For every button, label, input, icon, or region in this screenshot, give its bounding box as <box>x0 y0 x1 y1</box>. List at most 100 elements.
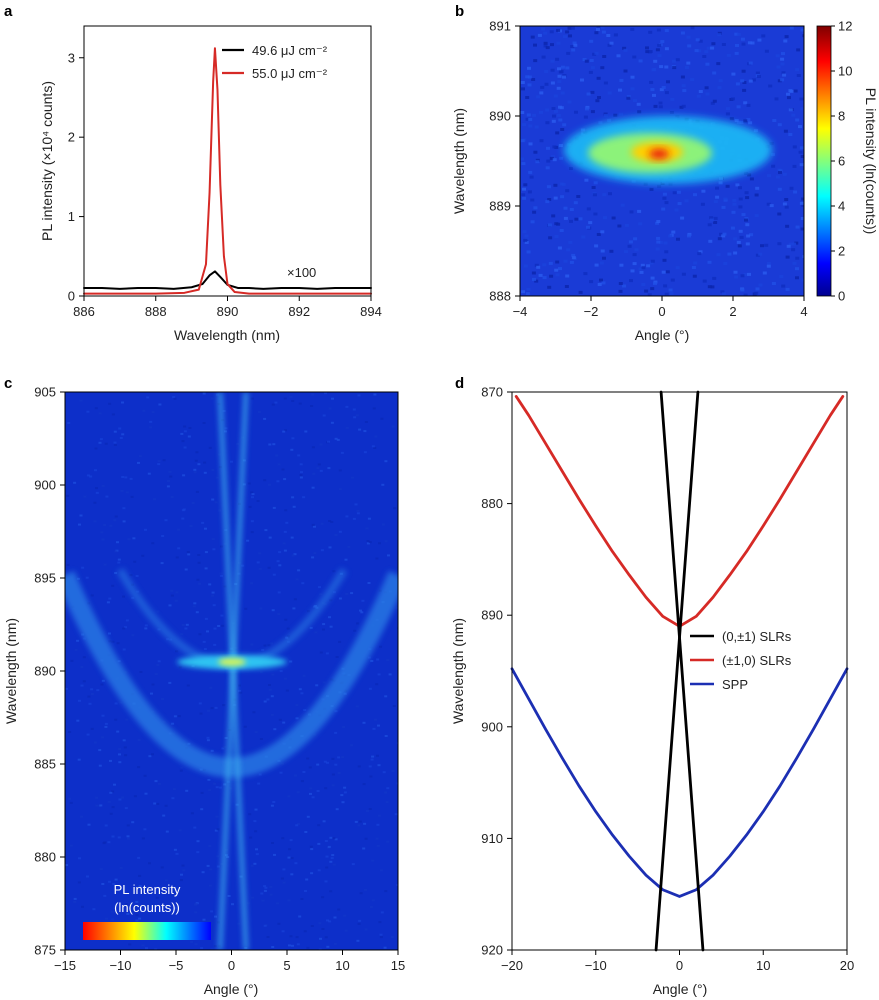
panel-c-noise-pixel <box>126 912 130 915</box>
panel-b-noise-pixel <box>539 139 544 143</box>
panel-c-noise-pixel <box>352 408 356 411</box>
panel-c-noise-pixel <box>223 783 227 786</box>
panel-c-noise-pixel <box>263 885 267 888</box>
panel-b-noise-pixel <box>779 275 784 278</box>
panel-b-noise-pixel <box>532 113 537 117</box>
panel-c-noise-pixel <box>387 554 390 557</box>
panel-c-noise-pixel <box>215 815 219 818</box>
panel-b-noise-pixel <box>633 237 638 241</box>
panel-c-noise-pixel <box>132 537 136 540</box>
panel-c-noise-pixel <box>376 754 379 757</box>
panel-b-noise-pixel <box>620 203 625 207</box>
panel-b-noise-pixel <box>784 198 789 201</box>
panel-c-noise-pixel <box>369 906 373 908</box>
panel-b-noise-pixel <box>664 29 669 33</box>
panel-b-noise-pixel <box>539 91 544 95</box>
panel-b-noise-pixel <box>565 66 570 70</box>
panel-c-noise-pixel <box>98 412 102 415</box>
panel-c-noise-pixel <box>170 589 174 592</box>
panel-c-noise-pixel <box>294 774 297 777</box>
panel-b-peak <box>649 149 669 159</box>
panel-c-noise-pixel <box>146 396 150 399</box>
panel-c-noise-pixel <box>219 574 223 577</box>
panel-a-xlabel: Wavelength (nm) <box>174 327 280 343</box>
panel-c-noise-pixel <box>141 944 145 947</box>
panel-c-noise-pixel <box>317 463 321 466</box>
panel-c-noise-pixel <box>311 796 315 799</box>
panel-c-noise-pixel <box>383 946 387 949</box>
panel-c-noise-pixel <box>65 864 69 867</box>
panel-c-noise-pixel <box>111 790 115 793</box>
panel-c-noise-pixel <box>90 594 94 597</box>
panel-c-noise-pixel <box>124 754 128 757</box>
panel-b-noise-pixel <box>630 27 635 31</box>
panel-b-noise-pixel <box>558 267 562 271</box>
panel-b-noise-pixel <box>636 102 641 106</box>
panel-c-noise-pixel <box>196 578 200 581</box>
panel-c-noise-pixel <box>155 896 159 899</box>
panel-c-noise-pixel <box>118 748 122 750</box>
panel-c-noise-pixel <box>287 795 291 798</box>
panel-b-noise-pixel <box>670 97 675 101</box>
panel-b-noise-pixel <box>746 234 751 238</box>
panel-c-noise-pixel <box>184 627 188 630</box>
panel-c-noise-pixel <box>371 859 375 862</box>
panel-b-noise-pixel <box>580 128 585 132</box>
panel-b-xtick-label-1: −2 <box>584 304 599 319</box>
panel-c-noise-pixel <box>95 804 99 807</box>
panel-b-noise-pixel <box>638 59 643 63</box>
panel-b-noise-pixel <box>606 34 611 37</box>
panel-b-noise-pixel <box>576 195 581 198</box>
panel-c-noise-pixel <box>299 474 303 477</box>
panel-b-noise-pixel <box>569 208 574 211</box>
panel-b-noise-pixel <box>655 247 660 251</box>
panel-b-noise-pixel <box>681 104 686 108</box>
panel-c-noise-pixel <box>82 680 86 683</box>
panel-c-noise-pixel <box>111 835 115 838</box>
panel-b-noise-pixel <box>705 92 710 96</box>
panel-b-noise-pixel <box>594 263 599 267</box>
panel-b-noise-pixel <box>533 206 538 210</box>
panel-b-noise-pixel <box>629 279 633 283</box>
panel-b-noise-pixel <box>740 288 745 292</box>
panel-d-xtick-label-2: 0 <box>676 958 683 973</box>
panel-c-noise-pixel <box>204 567 208 570</box>
panel-c-noise-pixel <box>311 486 315 489</box>
panel-c-noise-pixel <box>375 683 379 686</box>
panel-c-noise-pixel <box>295 704 299 707</box>
panel-b-noise-pixel <box>554 109 558 113</box>
panel-c-noise-pixel <box>303 709 307 711</box>
panel-b-noise-pixel <box>607 118 612 122</box>
panel-c-noise-pixel <box>138 917 142 920</box>
panel-c-noise-pixel <box>221 747 225 750</box>
panel-b-noise-pixel <box>633 99 637 103</box>
panel-c-noise-pixel <box>95 487 98 490</box>
panel-c-noise-pixel <box>135 919 139 922</box>
panel-c-noise-pixel <box>223 746 227 749</box>
panel-c-noise-pixel <box>195 451 199 454</box>
panel-c-noise-pixel <box>272 801 276 803</box>
panel-c-noise-pixel <box>372 727 376 730</box>
panel-c-noise-pixel <box>100 531 104 534</box>
panel-b-noise-pixel <box>721 43 726 46</box>
panel-b-noise-pixel <box>800 28 804 32</box>
panel-c-noise-pixel <box>287 899 291 902</box>
panel-a-ylabel: PL intensity (×10⁴ counts) <box>39 81 55 241</box>
panel-b-noise-pixel <box>707 223 712 227</box>
panel-b-noise-pixel <box>529 175 534 179</box>
panel-c-noise-pixel <box>333 942 337 945</box>
panel-c-noise-pixel <box>300 780 304 783</box>
panel-c-noise-pixel <box>256 561 260 564</box>
panel-b-noise-pixel <box>590 90 595 94</box>
panel-c-noise-pixel <box>101 484 105 487</box>
panel-c-noise-pixel <box>253 820 257 823</box>
panel-c-noise-pixel <box>270 642 274 645</box>
panel-c-noise-pixel <box>267 566 271 569</box>
panel-c-noise-pixel <box>251 496 254 499</box>
panel-b-noise-pixel <box>559 156 564 160</box>
panel-b-noise-pixel <box>771 164 776 168</box>
panel-b-noise-pixel <box>733 237 738 241</box>
panel-c-noise-pixel <box>281 468 285 471</box>
panel-b-noise-pixel <box>672 66 677 70</box>
panel-c-noise-pixel <box>371 445 375 448</box>
